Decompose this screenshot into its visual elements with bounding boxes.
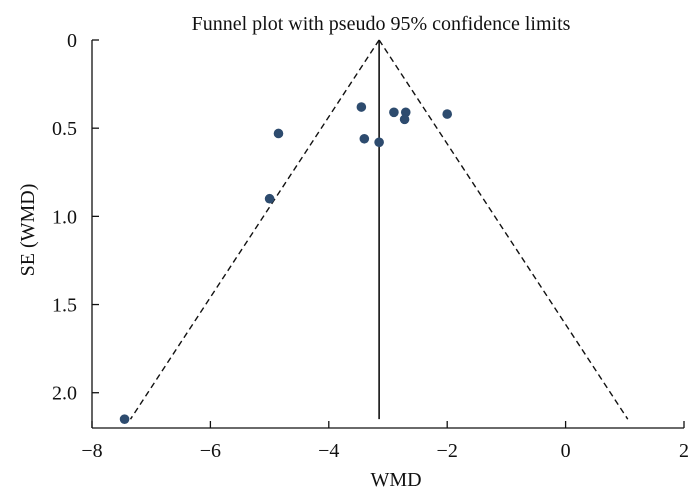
y-tick-label: 2.0 [52,383,77,405]
y-tick-label: 1.5 [52,295,77,317]
data-point-5 [399,114,410,125]
x-tick-label: −2 [437,440,458,462]
data-point-7 [359,133,370,144]
data-point-3 [400,107,411,118]
data-point-6 [273,128,284,139]
data-point-4 [442,109,453,119]
y-tick-label: 0.5 [52,118,77,140]
data-point-8 [374,137,384,148]
left-confidence-limit-line [129,39,380,420]
x-tick-label: −6 [200,440,221,462]
data-point-10 [119,414,130,424]
chart-title: Funnel plot with pseudo 95% confidence l… [192,13,571,35]
y-axis-label: SE (WMD) [17,184,39,277]
x-tick-label: −4 [318,440,339,462]
y-tick-label: 0 [67,30,77,52]
x-tick-label: −8 [81,440,102,462]
right-confidence-limit-line [378,39,629,420]
plot-layer: −8 −6 −4 −2 0 2 0 0.5 1.0 1.5 2.0 [52,30,689,462]
data-point-1 [356,102,367,112]
x-axis-label: WMD [370,469,421,491]
data-point-9 [264,193,275,204]
x-tick-label: 0 [561,440,571,462]
y-tick-label: 1.0 [52,206,77,228]
data-point-2 [389,107,399,118]
x-tick-label: 2 [679,440,689,462]
